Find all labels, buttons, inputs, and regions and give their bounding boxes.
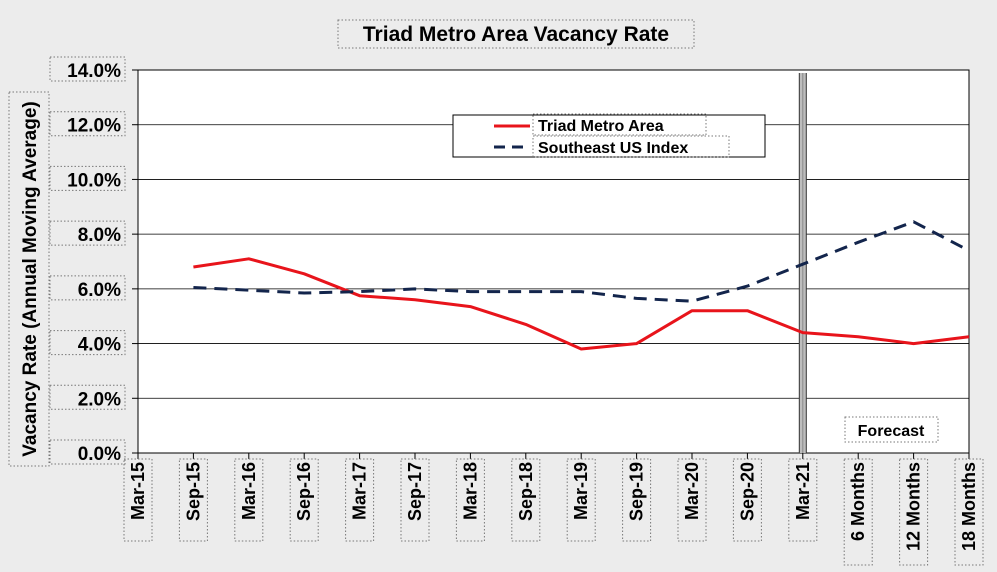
legend-label-box-southeast	[532, 135, 730, 158]
y-tick-label: 6.0%	[78, 280, 121, 301]
x-tick-label: Mar-17	[350, 462, 370, 520]
y-tick-label-box	[49, 330, 126, 356]
series-lines	[193, 220, 970, 351]
legend-label-box-triad	[532, 113, 707, 136]
x-tick-label: Mar-19	[571, 462, 591, 520]
y-tick-label-box	[49, 165, 126, 191]
y-tick-label: 10.0%	[67, 170, 121, 191]
x-tick-label-box	[899, 458, 929, 566]
x-tick-label: Mar-21	[793, 462, 813, 520]
x-tick-label: 6 Months	[848, 462, 868, 541]
chart-title: Triad Metro Area Vacancy Rate	[363, 23, 669, 46]
x-tick-label: Sep-20	[737, 462, 757, 521]
gridlines	[132, 69, 970, 459]
x-tick-label: Sep-17	[405, 462, 425, 521]
legend: Triad Metro Area Southeast US Index	[452, 113, 766, 158]
forecast-annotation: Forecast	[858, 423, 925, 440]
x-tick-label: 12 Months	[904, 462, 924, 551]
x-tick-label-box	[677, 458, 707, 542]
x-tick-label-box	[345, 458, 375, 542]
series-line-triad	[193, 257, 970, 351]
y-tick-labels: 0.0% 2.0% 4.0% 6.0% 8.0% 10.0% 12.0% 14.0%	[49, 56, 126, 465]
y-tick-label: 2.0%	[78, 389, 121, 410]
x-tick-label: Mar-18	[460, 462, 480, 520]
x-tick-label-box	[566, 458, 596, 542]
forecast-annotation-bg	[845, 417, 938, 442]
x-tick-label: Sep-16	[294, 462, 314, 521]
y-tick-label-box	[49, 56, 126, 82]
x-tick-label-box	[123, 458, 153, 542]
y-tick-label: 12.0%	[67, 116, 121, 137]
chart-title-box	[337, 19, 695, 49]
y-tick-label: 0.0%	[78, 444, 121, 465]
y-tick-label-box	[49, 111, 126, 137]
x-tick-label-box	[455, 458, 485, 542]
x-tick-label: Mar-16	[239, 462, 259, 520]
legend-label-southeast: Southeast US Index	[538, 140, 688, 157]
y-tick-label: 4.0%	[78, 335, 121, 356]
y-axis-label-box	[8, 91, 50, 467]
x-tick-label-box	[843, 458, 873, 566]
y-tick-label-box	[49, 384, 126, 410]
y-tick-label: 8.0%	[78, 225, 121, 246]
x-tick-label-box	[788, 458, 818, 542]
x-tick-label-box	[400, 458, 430, 542]
x-tick-label-box	[511, 458, 541, 542]
y-tick-label-box	[49, 220, 126, 246]
series-line-southeast	[193, 220, 970, 303]
x-tick-label: Mar-15	[128, 462, 148, 520]
legend-label-triad: Triad Metro Area	[538, 118, 664, 135]
x-tick-label: Sep-19	[627, 462, 647, 521]
y-tick-label-box	[49, 439, 126, 465]
x-tick-label-box	[234, 458, 264, 542]
x-tick-label: Sep-15	[183, 462, 203, 521]
x-tick-label: Sep-18	[516, 462, 536, 521]
x-tick-label-box	[178, 458, 208, 542]
y-tick-label-box	[49, 275, 126, 301]
x-tick-label: 18 Months	[959, 462, 979, 551]
x-tick-label: Mar-20	[682, 462, 702, 520]
x-tick-label-box	[732, 458, 762, 542]
forecast-annotation-box	[844, 416, 939, 443]
y-axis-label: Vacancy Rate (Annual Moving Average)	[20, 101, 41, 456]
x-tick-label-box	[289, 458, 319, 542]
x-tick-labels: Mar-15 Sep-15 Mar-16 Sep-16 Mar-17 Sep-17 Mar-…	[123, 458, 984, 566]
x-tick-label-box	[622, 458, 652, 542]
x-tick-label-box	[954, 458, 984, 566]
y-tick-label: 14.0%	[67, 61, 121, 82]
